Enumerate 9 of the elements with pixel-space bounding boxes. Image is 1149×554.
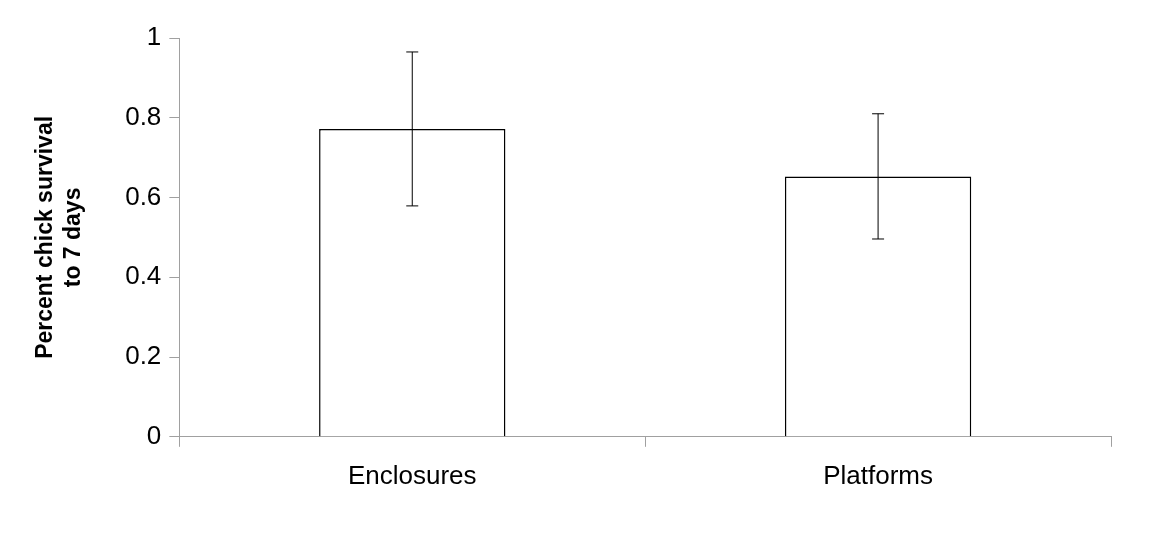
y-tick-label: 1 [146,21,162,52]
x-tick-label: Enclosures [347,459,477,490]
x-tick-label: Platforms [823,459,933,490]
y-tick-label: 0.2 [125,340,162,371]
y-axis-title: Percent chick survival to 7 days [31,115,85,359]
y-tick-label: 0.4 [125,260,162,291]
y-tick-label: 0.8 [125,100,162,131]
y-tick-label: 0 [146,419,162,450]
y-tick-label: 0.6 [125,180,162,211]
